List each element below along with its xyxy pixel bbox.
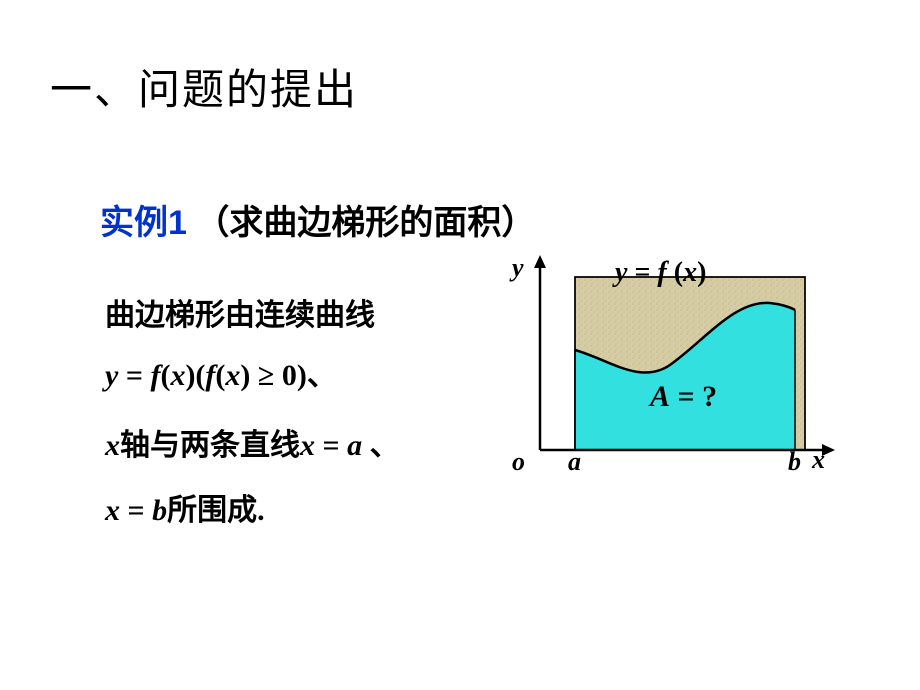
b-label: b [788, 447, 801, 477]
example-label: 实例1 [100, 204, 187, 242]
y-axis-label: y [512, 253, 524, 283]
example-subtitle: （求曲边梯形的面积） [195, 205, 535, 242]
body-line-2: y = f(x)(f(x) ≥ 0)、 [105, 350, 337, 394]
example-title: 实例1 （求曲边梯形的面积） [100, 195, 535, 244]
curvilinear-trapezoid-chart: y x o a b y = f (x) A = ? [500, 255, 840, 485]
area-label: A = ? [650, 380, 717, 414]
body-line-4: x = b所围成. [105, 485, 265, 529]
origin-label: o [512, 447, 525, 477]
body-line-1: 曲边梯形由连续曲线 [105, 290, 375, 334]
curve-label: y = f (x) [615, 257, 706, 289]
x-axis-label: x [812, 445, 825, 475]
a-label: a [568, 447, 581, 477]
body-line-3: x轴与两条直线x = a 、 [105, 420, 400, 464]
section-heading: 一、问题的提出 [50, 56, 358, 117]
